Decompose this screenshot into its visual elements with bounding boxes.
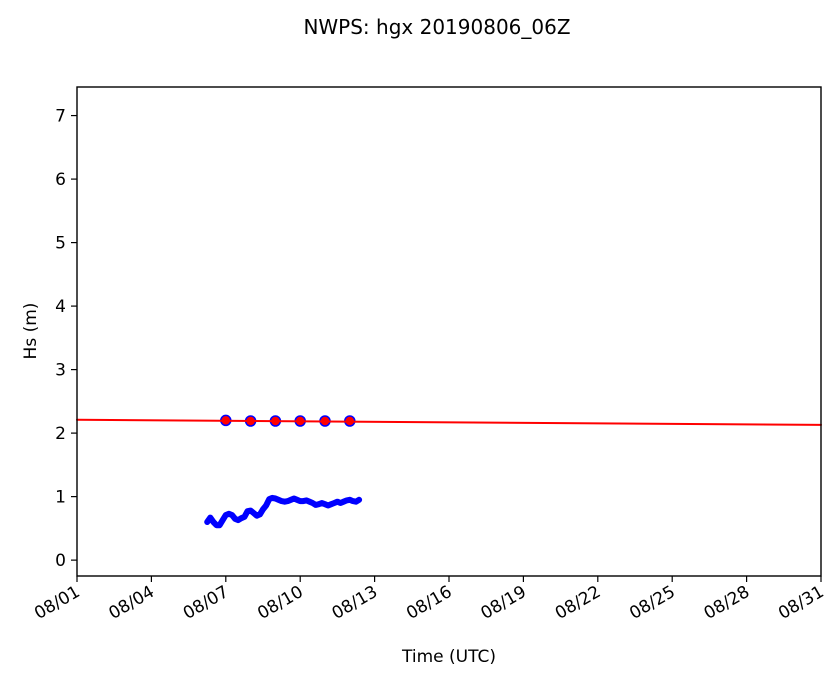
x-axis: 08/01 08/04 08/07 08/10 08/13 08/16 08/19 08/22… — [31, 576, 828, 624]
y-tick-label: 6 — [55, 170, 66, 190]
y-tick-label: 0 — [55, 551, 66, 571]
y-tick-label: 3 — [55, 361, 66, 381]
y-tick-label: 1 — [55, 488, 66, 508]
y-tick-label: 2 — [55, 424, 66, 444]
plot-area — [76, 414, 822, 529]
x-tick-label: 08/22 — [552, 582, 604, 624]
x-tick-label: 08/19 — [477, 582, 529, 624]
x-tick-label: 08/31 — [775, 582, 827, 624]
y-axis-label: Hs (m) — [21, 303, 41, 360]
x-tick-label: 08/16 — [403, 582, 455, 624]
x-tick-label: 08/13 — [329, 582, 381, 624]
x-tick-label: 08/25 — [626, 582, 678, 624]
y-tick-label: 5 — [55, 234, 66, 254]
y-axis: 0 1 2 3 4 5 6 7 — [55, 107, 77, 571]
x-tick-label: 08/07 — [180, 582, 232, 624]
series-2-line — [76, 418, 822, 426]
series-0-line — [204, 494, 363, 529]
x-axis-label: Time (UTC) — [401, 647, 496, 667]
x-tick-label: 08/10 — [254, 582, 306, 624]
chart-title: NWPS: hgx 20190806_06Z — [303, 15, 570, 39]
x-tick-label: 08/04 — [105, 582, 157, 624]
y-tick-label: 4 — [55, 297, 66, 317]
x-tick-label: 08/01 — [31, 582, 83, 624]
axes-frame — [76, 86, 822, 577]
x-tick-label: 08/28 — [701, 582, 753, 624]
y-tick-label: 7 — [55, 107, 66, 127]
